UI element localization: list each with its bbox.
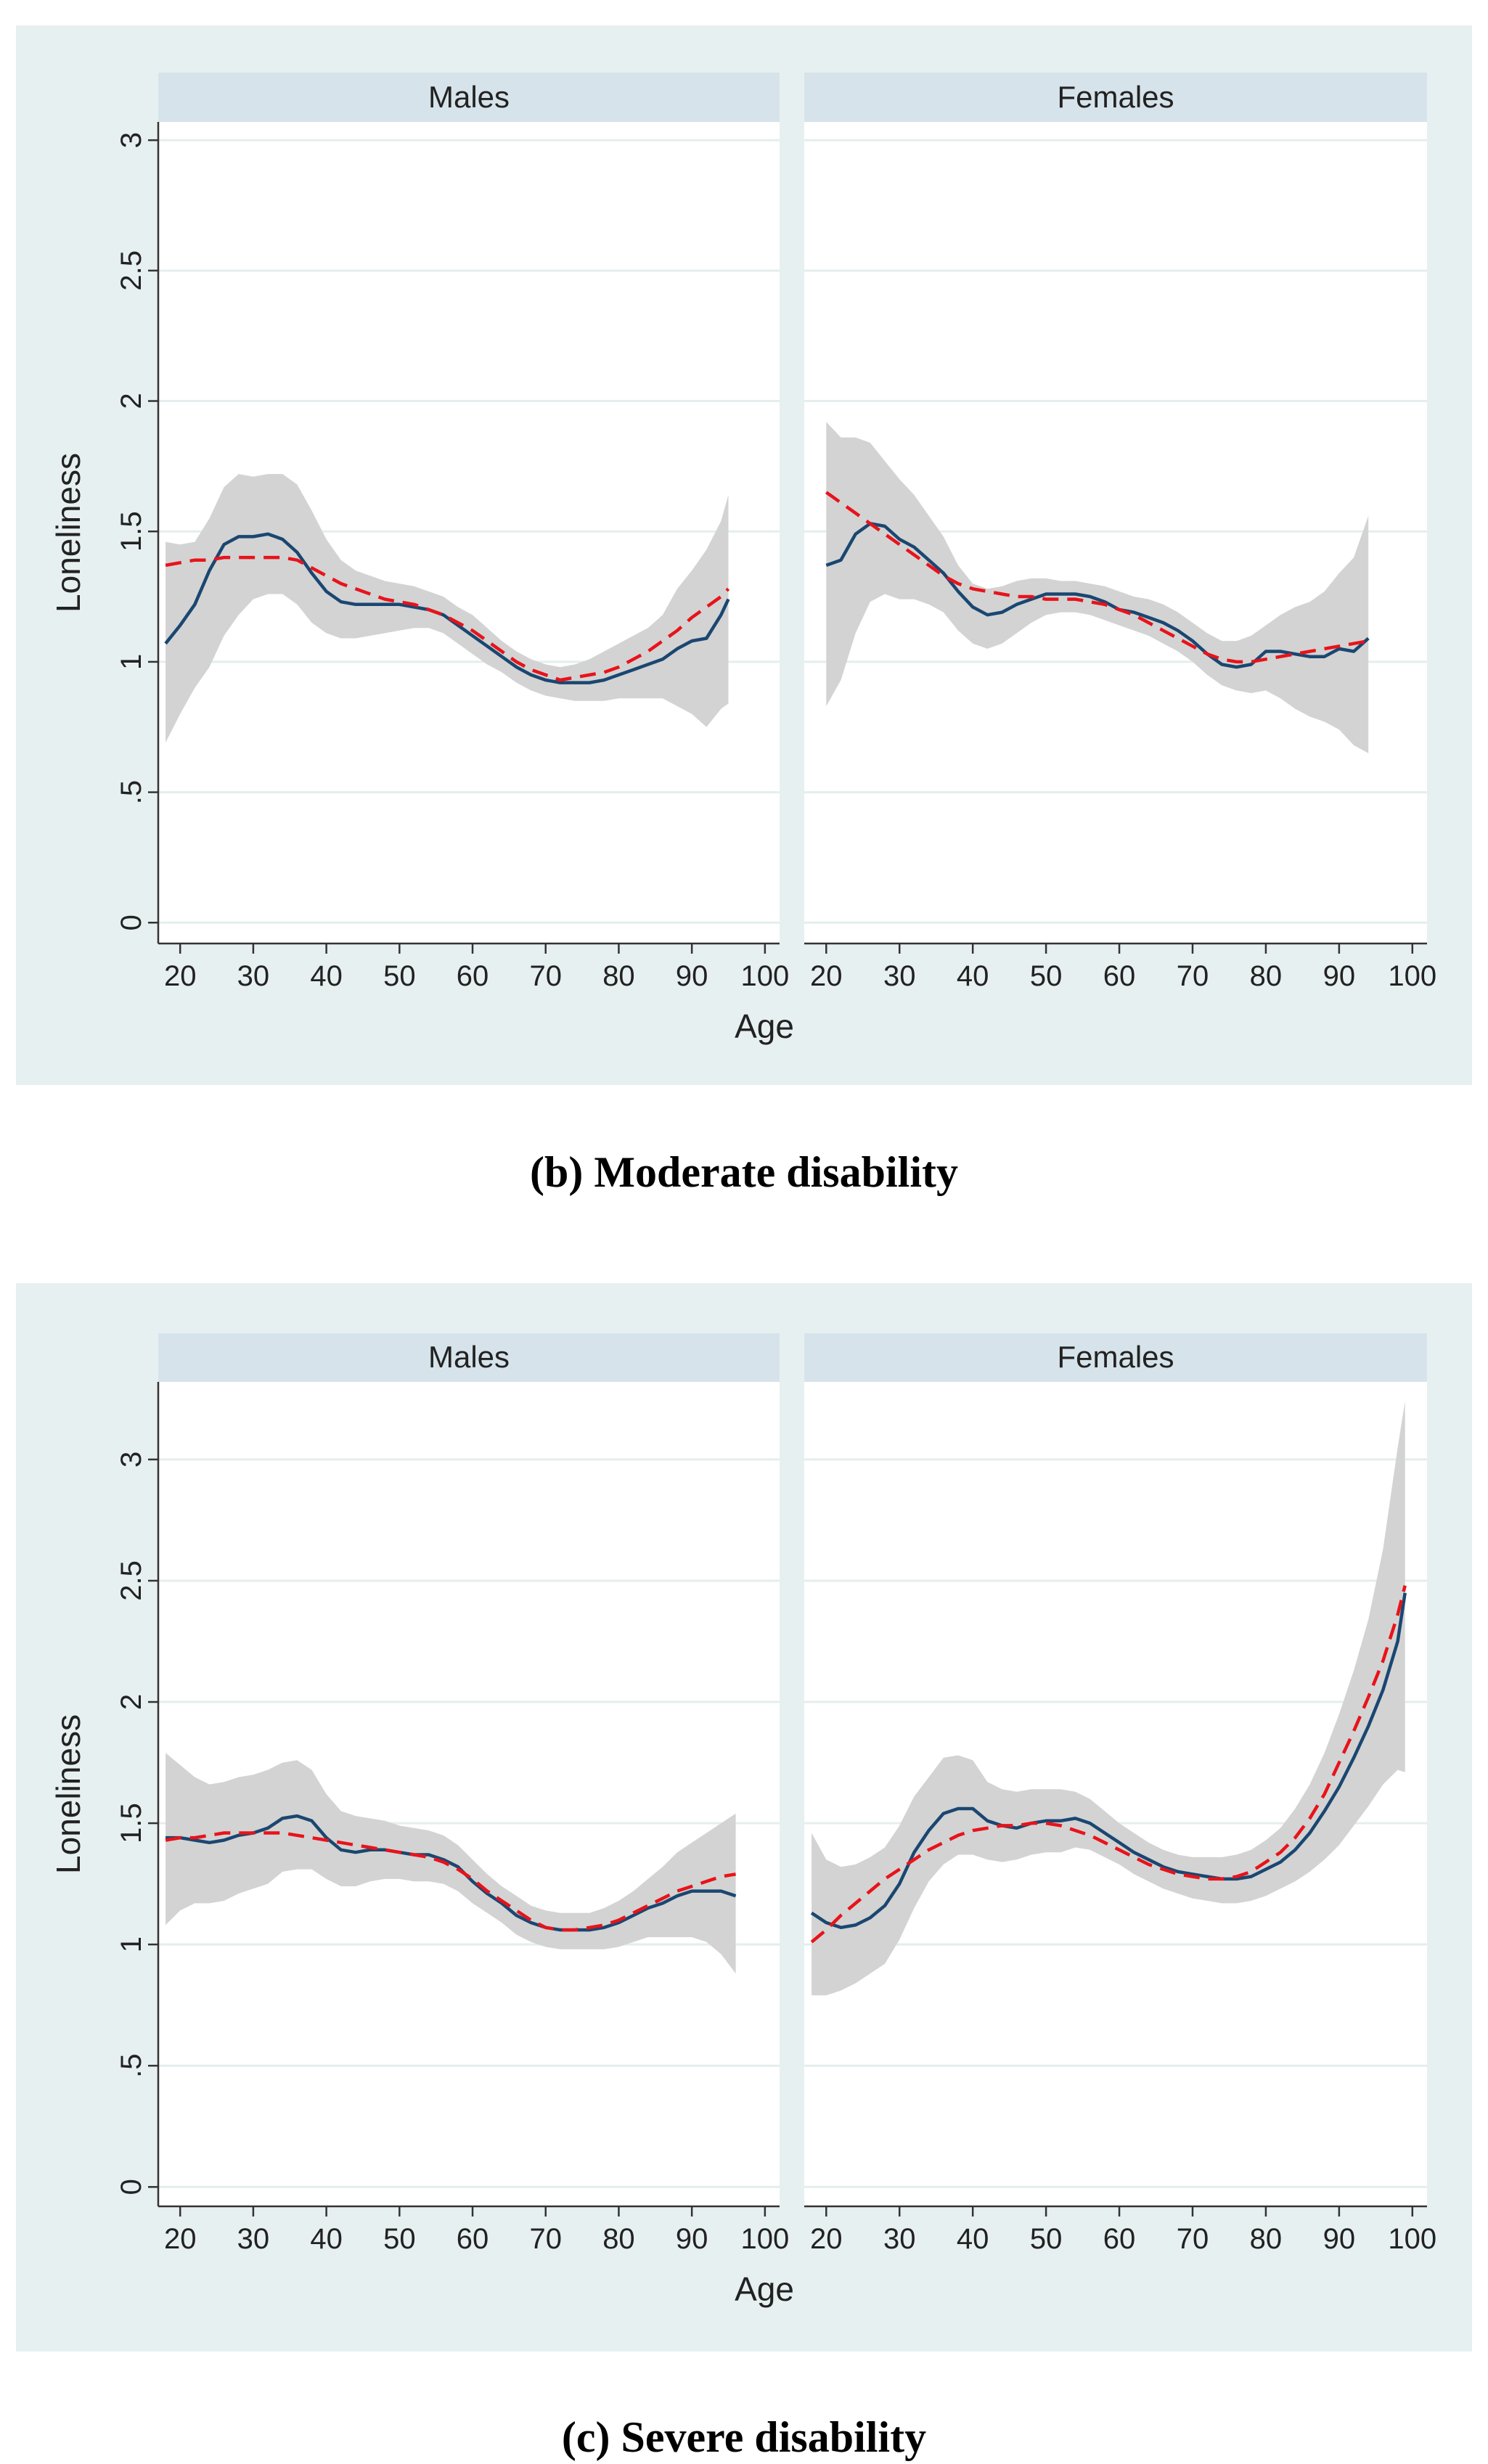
x-tick-label: 40	[957, 960, 989, 992]
caption-text: Severe disability	[610, 2413, 927, 2461]
series-smoothed	[165, 1814, 737, 1932]
panel-females: Females 20 30 40 50 60 70 80 90 100	[804, 1333, 1436, 2255]
x-tick-label: 90	[676, 2223, 708, 2255]
x-tick-label: 40	[957, 2223, 989, 2255]
y-tick-label: 2	[115, 1694, 147, 1710]
y-tick-label: 1.5	[115, 1803, 147, 1843]
x-tick-label: 20	[164, 960, 197, 992]
y-tick-label: 1	[115, 654, 147, 670]
y-tick-label: 2.5	[115, 1560, 147, 1601]
series-fitted	[165, 555, 730, 682]
x-tick-label: 100	[740, 2223, 789, 2255]
panel-strip	[158, 1333, 780, 1382]
x-tick-label: 30	[883, 2223, 916, 2255]
x-tick-label: 20	[810, 2223, 843, 2255]
x-tick-label: 20	[810, 960, 843, 992]
y-tick-label: 0	[115, 914, 147, 930]
panel-females: Females 20 30 40 50 60 70 80 90 100	[804, 73, 1436, 992]
y-tick-label: 2	[115, 393, 147, 409]
x-tick-label: 60	[1103, 2223, 1136, 2255]
series-fitted	[825, 491, 1369, 664]
figure-panel-c: Males 20 30 40 50 60 70 80 90 100 0 .5 1 1.5 2 2.5 3 Lone…	[16, 1283, 1472, 2461]
x-tick-label: 70	[529, 960, 562, 992]
x-tick-label: 70	[1177, 960, 1209, 992]
y-tick-label: 0	[115, 2179, 147, 2195]
series-smoothed	[810, 1592, 1407, 1930]
y-tick-label: 3	[115, 132, 147, 148]
x-tick-label: 90	[1323, 960, 1356, 992]
series-fitted	[810, 1585, 1407, 1944]
x-tick-label: 40	[310, 960, 343, 992]
x-tick-label: 100	[1388, 2223, 1436, 2255]
x-tick-label: 30	[237, 960, 270, 992]
x-tick-label: 30	[237, 2223, 270, 2255]
caption-text: Moderate disability	[583, 1148, 958, 1196]
caption-label: (b)	[530, 1148, 583, 1196]
x-tick-label: 100	[740, 960, 789, 992]
y-tick-label: 1	[115, 1936, 147, 1952]
x-tick-label: 80	[602, 2223, 635, 2255]
x-tick-label: 100	[1388, 960, 1436, 992]
y-tick-label: 3	[115, 1452, 147, 1468]
panel-title: Females	[1057, 80, 1174, 114]
figure-caption: (b) Moderate disability	[530, 1148, 958, 1196]
x-tick-label: 80	[1250, 960, 1283, 992]
x-axis-title: Age	[735, 2270, 794, 2308]
y-tick-label: .5	[115, 780, 147, 804]
x-tick-label: 40	[310, 2223, 343, 2255]
panel-strip	[804, 1333, 1427, 1382]
x-axis-title: Age	[735, 1007, 794, 1045]
series-smoothed	[825, 522, 1370, 669]
x-tick-label: 80	[1250, 2223, 1283, 2255]
panel-males: Males 20 30 40 50 60 70 80 90 100 0 .5 1 1.5 2 2.5 3 Lone…	[49, 73, 789, 992]
y-axis-title: Loneliness	[49, 453, 87, 613]
y-tick-label: 1.5	[115, 511, 147, 552]
panel-males: Males 20 30 40 50 60 70 80 90 100 0 .5 1 1.5 2 2.5 3 Lone…	[49, 1333, 789, 2255]
x-tick-label: 60	[1103, 960, 1136, 992]
confidence-band	[826, 422, 1369, 753]
x-tick-label: 30	[883, 960, 916, 992]
panel-title: Females	[1057, 1340, 1174, 1374]
y-tick-label: .5	[115, 2054, 147, 2078]
x-tick-label: 20	[164, 2223, 197, 2255]
x-tick-label: 90	[1323, 2223, 1356, 2255]
x-tick-label: 50	[383, 2223, 416, 2255]
x-tick-label: 50	[1030, 2223, 1063, 2255]
series-fitted	[165, 1831, 736, 1932]
x-tick-label: 70	[1177, 2223, 1209, 2255]
y-axis-title: Loneliness	[49, 1714, 87, 1874]
panel-title: Males	[428, 80, 510, 114]
x-tick-label: 70	[529, 2223, 562, 2255]
figure-caption: (c) Severe disability	[562, 2413, 926, 2461]
x-tick-label: 60	[457, 2223, 489, 2255]
panel-title: Males	[428, 1340, 510, 1374]
x-tick-label: 50	[383, 960, 416, 992]
confidence-band	[812, 1401, 1405, 1996]
x-tick-label: 90	[676, 960, 708, 992]
x-tick-label: 50	[1030, 960, 1063, 992]
panel-strip	[804, 73, 1427, 122]
y-tick-label: 2.5	[115, 250, 147, 291]
x-tick-label: 80	[602, 960, 635, 992]
caption-label: (c)	[562, 2413, 610, 2461]
x-tick-label: 60	[457, 960, 489, 992]
panel-strip	[158, 73, 780, 122]
figure-panel-b: Males 20 30 40 50 60 70 80 90 100 0 .5 1 1.5 2 2.5 3 Lone…	[16, 25, 1472, 1196]
